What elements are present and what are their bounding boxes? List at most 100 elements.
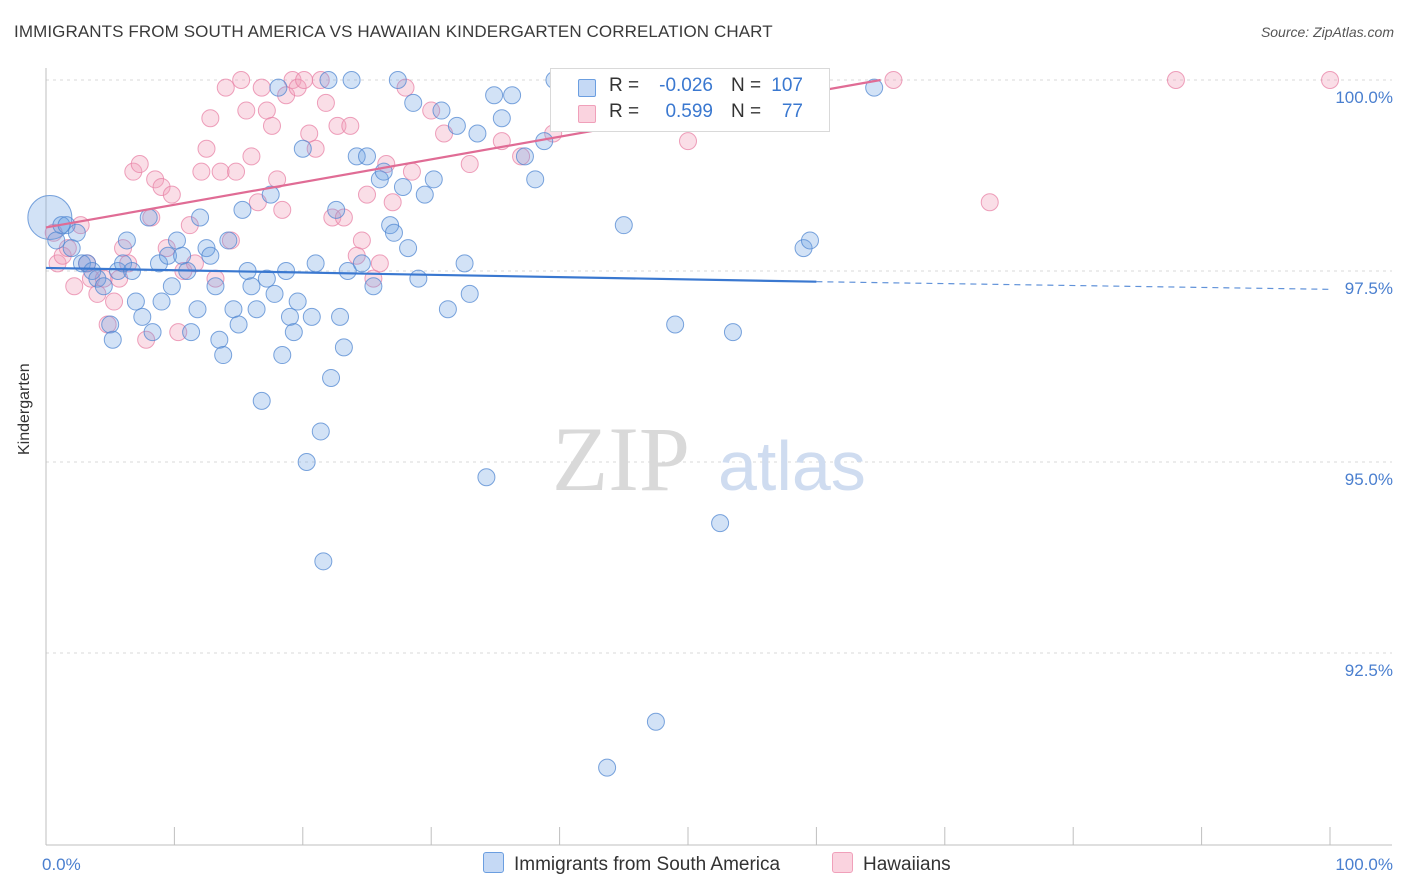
data-point-immigrants bbox=[293, 139, 312, 158]
data-point-immigrants bbox=[492, 109, 511, 128]
data-point-immigrants bbox=[261, 185, 280, 204]
data-point-immigrants bbox=[280, 307, 299, 326]
data-point-hawaiians bbox=[157, 239, 176, 258]
data-point-immigrants bbox=[117, 231, 136, 250]
data-point-immigrants bbox=[338, 262, 357, 280]
data-point-immigrants bbox=[201, 246, 220, 265]
data-point-immigrants bbox=[242, 277, 261, 296]
data-point-immigrants bbox=[62, 239, 81, 258]
data-point-immigrants bbox=[415, 185, 434, 204]
data-point-immigrants bbox=[327, 200, 346, 219]
source-label: Source: ZipAtlas.com bbox=[1260, 24, 1394, 40]
data-point-immigrants bbox=[399, 239, 418, 258]
data-point-hawaiians bbox=[137, 330, 156, 349]
watermark: ZIP atlas bbox=[552, 408, 866, 510]
x-tick-label: 0.0% bbox=[42, 855, 81, 874]
legend-r-label: R = bbox=[609, 75, 640, 96]
data-point-hawaiians bbox=[227, 162, 246, 181]
data-point-immigrants bbox=[409, 269, 428, 288]
data-point-hawaiians bbox=[512, 147, 531, 166]
data-point-hawaiians bbox=[257, 101, 276, 120]
data-point-immigrants bbox=[388, 71, 407, 89]
data-point-hawaiians bbox=[306, 139, 325, 158]
chart-title: IMMIGRANTS FROM SOUTH AMERICA VS HAWAIIA… bbox=[14, 22, 773, 41]
axes bbox=[45, 68, 1392, 846]
data-point-immigrants bbox=[229, 315, 248, 334]
data-point-immigrants bbox=[233, 200, 252, 219]
data-point-hawaiians bbox=[211, 162, 230, 181]
data-point-immigrants bbox=[94, 277, 113, 296]
data-point-hawaiians bbox=[402, 162, 421, 181]
data-point-hawaiians bbox=[1166, 71, 1185, 89]
legend-swatch-pink bbox=[832, 852, 853, 873]
legend-swatch-blue bbox=[578, 79, 596, 97]
trend-line-immigrants-extension bbox=[816, 281, 1331, 290]
data-point-immigrants bbox=[219, 231, 238, 250]
data-point-immigrants bbox=[800, 231, 819, 250]
data-point-hawaiians bbox=[180, 216, 199, 235]
data-point-immigrants bbox=[257, 269, 276, 288]
legend-r-value: 0.599 bbox=[665, 101, 713, 122]
data-point-hawaiians bbox=[679, 132, 697, 151]
data-point-hawaiians bbox=[352, 231, 371, 250]
data-point-hawaiians bbox=[252, 78, 271, 97]
data-point-hawaiians bbox=[146, 170, 165, 189]
data-point-immigrants bbox=[162, 277, 181, 296]
data-point-hawaiians bbox=[328, 116, 347, 135]
data-point-immigrants bbox=[133, 307, 152, 326]
legend-row-pink: R = 0.599 N = 77 bbox=[551, 101, 829, 127]
data-point-hawaiians bbox=[341, 116, 360, 135]
data-point-immigrants bbox=[314, 552, 333, 571]
legend-row-blue: R = -0.026 N = 107 bbox=[551, 75, 829, 101]
data-point-immigrants bbox=[273, 346, 292, 365]
data-point-immigrants bbox=[297, 453, 316, 471]
data-point-immigrants bbox=[358, 147, 376, 166]
data-point-immigrants bbox=[27, 195, 73, 241]
data-point-immigrants bbox=[794, 239, 813, 258]
grid-lines bbox=[46, 79, 1392, 654]
data-point-hawaiians bbox=[152, 177, 171, 196]
data-point-immigrants bbox=[598, 758, 617, 777]
data-point-hawaiians bbox=[237, 101, 256, 120]
data-point-hawaiians bbox=[162, 185, 181, 204]
data-point-hawaiians bbox=[358, 185, 376, 204]
data-point-immigrants bbox=[306, 254, 325, 273]
data-point-immigrants bbox=[114, 254, 133, 273]
data-point-hawaiians bbox=[1321, 71, 1339, 89]
data-point-immigrants bbox=[485, 86, 504, 105]
legend-n-value: 107 bbox=[771, 75, 803, 96]
data-point-hawaiians bbox=[396, 78, 415, 97]
data-point-hawaiians bbox=[242, 147, 261, 166]
data-point-immigrants bbox=[460, 284, 479, 303]
legend-r-label: R = bbox=[609, 101, 640, 122]
data-point-hawaiians bbox=[370, 254, 389, 273]
data-point-immigrants bbox=[311, 422, 330, 441]
data-point-hawaiians bbox=[124, 162, 143, 181]
data-point-immigrants bbox=[666, 315, 685, 334]
data-point-immigrants bbox=[158, 246, 177, 265]
data-point-hawaiians bbox=[216, 78, 235, 97]
data-point-hawaiians bbox=[422, 101, 441, 120]
data-point-immigrants bbox=[477, 468, 496, 487]
data-point-immigrants bbox=[47, 231, 66, 250]
legend-n-label: N = bbox=[731, 75, 762, 96]
data-point-hawaiians bbox=[884, 71, 903, 89]
legend-swatch-pink bbox=[578, 105, 596, 123]
y-tick-label: 95.0% bbox=[1345, 470, 1393, 489]
data-point-immigrants bbox=[438, 300, 457, 319]
data-point-immigrants bbox=[352, 254, 371, 273]
tick-labels: 100.0% 97.5% 95.0% 92.5% 0.0% 100.0% bbox=[42, 88, 1393, 874]
series-immigrants-south-america bbox=[27, 71, 884, 777]
data-point-immigrants bbox=[319, 71, 338, 89]
data-point-immigrants bbox=[188, 300, 207, 319]
data-point-hawaiians bbox=[334, 208, 353, 227]
data-point-immigrants bbox=[347, 147, 366, 166]
data-point-immigrants bbox=[646, 712, 665, 731]
correlation-legend: R = -0.026 N = 107 R = 0.599 N = 77 bbox=[550, 68, 830, 132]
data-point-immigrants bbox=[364, 277, 383, 296]
legend-n-value: 77 bbox=[781, 101, 803, 122]
watermark-zip: ZIP bbox=[552, 408, 690, 510]
data-point-immigrants bbox=[247, 300, 266, 319]
data-point-immigrants bbox=[101, 315, 120, 334]
data-point-immigrants bbox=[67, 223, 86, 242]
